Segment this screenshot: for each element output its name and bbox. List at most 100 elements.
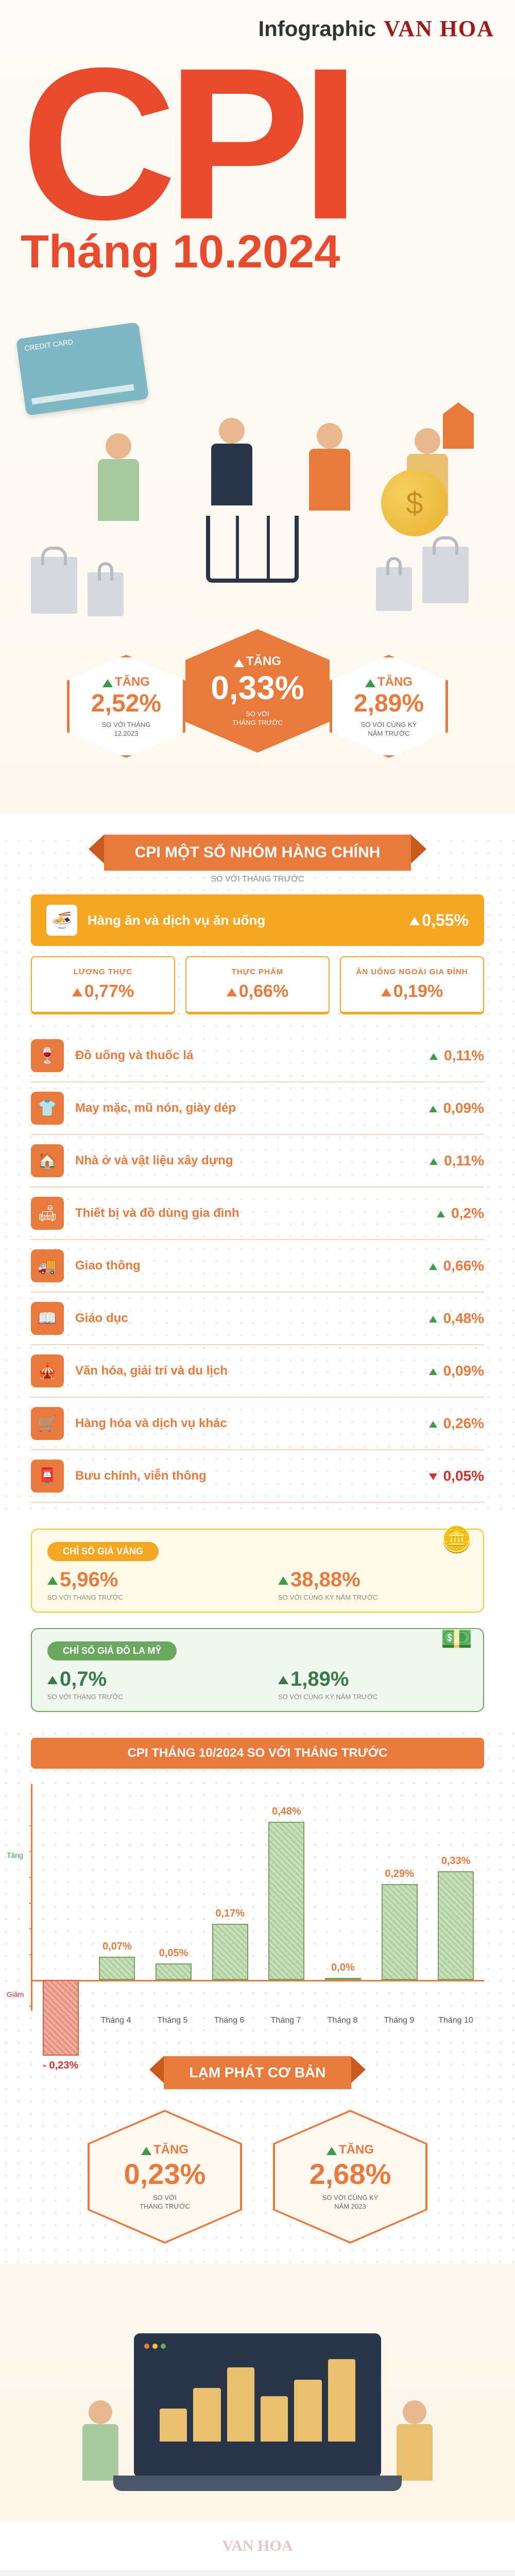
- chart-bar: 0,29%: [371, 1784, 428, 2011]
- arrow-up-icon: [102, 679, 113, 687]
- tang-label: TĂNG: [339, 2143, 374, 2157]
- category-label: Nhà ở và vật liệu xây dựng: [75, 1154, 430, 1168]
- category-icon: 🚚: [31, 1249, 64, 1282]
- page-subtitle: Tháng 10.2024: [21, 226, 494, 279]
- arrow-up-icon: [365, 679, 375, 687]
- usd-sub: SO VỚI CÙNG KỲ NĂM TRƯỚC: [278, 1693, 468, 1701]
- watermark: VAN HOA: [0, 2522, 515, 2570]
- category-label: May mặc, mũ nón, giày dép: [75, 1101, 429, 1115]
- sub-box-label: ĂN UỐNG NGOÀI GIA ĐÌNH: [351, 968, 473, 976]
- category-label: Hàng ăn và dịch vụ ăn uống: [88, 912, 409, 928]
- chart-x-labels: Tháng 3Tháng 4Tháng 5Tháng 6Tháng 7Tháng…: [31, 2016, 484, 2025]
- category-label: Giáo dục: [75, 1311, 429, 1326]
- categories-section: CPI MỘT SỐ NHÓM HÀNG CHÍNH SO VỚI THÁNG …: [0, 835, 515, 1513]
- usd-title: CHỈ SỐ GIÁ ĐÔ LA MỸ: [47, 1641, 177, 1660]
- bar-chart-section: CPI THÁNG 10/2024 SO VỚI THÁNG TRƯỚC Tăn…: [0, 1727, 515, 2046]
- arrow-up-icon: [429, 1368, 437, 1375]
- arrow-up-icon: [429, 1106, 437, 1112]
- bar-value-label: 0,0%: [331, 1962, 355, 1974]
- bar-value-label: - 0,23%: [43, 2060, 78, 2072]
- bar-value-label: 0,33%: [441, 1855, 471, 1867]
- inflation-value: 0,23%: [124, 2157, 206, 2191]
- arrow-up-icon: [429, 1421, 437, 1428]
- footer-illustration: [0, 2264, 515, 2522]
- sub-box-value: 0,66%: [197, 981, 318, 1002]
- arrow-up-icon: [234, 659, 244, 667]
- category-value: 0,11%: [430, 1047, 484, 1064]
- category-value: 0,2%: [437, 1205, 484, 1222]
- person-illustration: [82, 433, 154, 521]
- category-row: 📮 Bưu chính, viễn thông 0,05%: [31, 1450, 484, 1503]
- hero-illustration: $: [21, 299, 494, 660]
- arrow-up-icon: [278, 1676, 288, 1684]
- chart-x-label: Tháng 6: [201, 2016, 258, 2025]
- person-illustration: [196, 418, 268, 505]
- shopping-bag-icon: [376, 567, 412, 611]
- usd-sub: SO VỚI THÁNG TRƯỚC: [47, 1693, 237, 1701]
- shopping-bag-icon: [31, 557, 77, 614]
- top-stats-row: TĂNG 2,52% SO VỚI THÁNG 12.2023 TĂNG 0,3…: [21, 629, 494, 804]
- inflation-hex-left: TĂNG 0,23% SO VỚI THÁNG TRƯỚC: [88, 2110, 242, 2244]
- category-row: 🛋 Thiết bị và đồ dùng gia đình 0,2%: [31, 1188, 484, 1240]
- arrow-up-icon: [430, 1053, 438, 1060]
- inflation-sub: SO VỚI THÁNG TRƯỚC: [124, 2194, 206, 2211]
- chart-bar: 0,17%: [202, 1784, 259, 2011]
- coin-icon: $: [381, 469, 448, 536]
- stat-value: 2,89%: [354, 689, 424, 718]
- category-label: Thiết bị và đồ dùng gia đình: [75, 1206, 437, 1221]
- sub-category-box: THỰC PHẨM 0,66%: [185, 956, 330, 1014]
- chart-title: CPI THÁNG 10/2024 SO VỚI THÁNG TRƯỚC: [31, 1738, 484, 1769]
- chart-x-label: Tháng 10: [427, 2016, 484, 2025]
- inflation-hex-right: TĂNG 2,68% SO VỚI CÙNG KỲ NĂM 2023: [273, 2110, 427, 2244]
- gold-sub: SO VỚI CÙNG KỲ NĂM TRƯỚC: [278, 1594, 468, 1601]
- brand-logo: VAN HOA: [384, 15, 494, 42]
- banner-subtitle: SO VỚI THÁNG TRƯỚC: [0, 875, 515, 884]
- stat-hex-left: TĂNG 2,52% SO VỚI THÁNG 12.2023: [67, 655, 185, 758]
- stat-value: 2,52%: [91, 689, 161, 718]
- inflation-sub: SO VỚI CÙNG KỲ NĂM 2023: [310, 2194, 391, 2211]
- arrow-up-icon: [47, 1577, 58, 1585]
- chart-bar: 0,33%: [427, 1784, 484, 2011]
- bar-chart: Tăng Giảm - 0,23%0,07%0,05%0,17%0,48%0,0…: [31, 1784, 484, 2011]
- category-value: 0,48%: [429, 1310, 484, 1327]
- arrow-up-icon: [141, 2147, 151, 2155]
- shopping-bag-icon: [88, 572, 124, 616]
- shopping-cart-icon: [206, 516, 319, 608]
- gold-sub: SO VỚI THÁNG TRƯỚC: [47, 1594, 237, 1601]
- arrow-up-icon: [227, 988, 237, 996]
- category-label: Hàng hóa và dịch vụ khác: [75, 1416, 429, 1431]
- category-label: Đồ uống và thuốc lá: [75, 1048, 430, 1063]
- usd-value: 0,7%: [47, 1668, 237, 1691]
- category-row: 🛒 Hàng hóa và dịch vụ khác 0,26%: [31, 1398, 484, 1450]
- category-row: 🏠 Nhà ở và vật liệu xây dựng 0,11%: [31, 1135, 484, 1188]
- chart-bar: 0,05%: [145, 1784, 202, 2011]
- category-icon: 🏠: [31, 1144, 64, 1177]
- category-value: 0,05%: [429, 1468, 484, 1484]
- shopping-bag-icon: [422, 547, 469, 603]
- section-banner: CPI MỘT SỐ NHÓM HÀNG CHÍNH SO VỚI THÁNG …: [0, 835, 515, 884]
- sub-category-box: LƯƠNG THỰC 0,77%: [31, 956, 175, 1014]
- category-value: 0,11%: [430, 1153, 484, 1169]
- category-row: 🎪 Văn hóa, giải trí và du lịch 0,09%: [31, 1345, 484, 1398]
- category-icon: 👕: [31, 1092, 64, 1125]
- sub-box-label: LƯƠNG THỰC: [42, 968, 164, 976]
- category-value: 0,26%: [429, 1415, 484, 1432]
- stat-sub: SO VỚI THÁNG 12.2023: [91, 721, 161, 738]
- tang-label: TĂNG: [115, 675, 150, 689]
- person-illustration: [294, 423, 366, 511]
- category-row: 🚚 Giao thông 0,66%: [31, 1240, 484, 1293]
- category-row: 🍷 Đồ uống và thuốc lá 0,11%: [31, 1030, 484, 1082]
- stat-sub: SO VỚI THÁNG TRƯỚC: [211, 710, 304, 727]
- category-value: 0,09%: [429, 1100, 484, 1116]
- cpi-infographic: Infographic VAN HOA CPI Tháng 10.2024 $ …: [0, 0, 515, 2570]
- arrow-up-icon: [278, 1577, 288, 1585]
- usd-index-box: 💵 CHỈ SỐ GIÁ ĐÔ LA MỸ 0,7% SO VỚI THÁNG …: [31, 1628, 484, 1712]
- category-icon: 🛒: [31, 1407, 64, 1440]
- stat-value: 0,33%: [211, 669, 304, 707]
- arrow-up-icon: [429, 1316, 437, 1323]
- sub-box-value: 0,77%: [42, 981, 164, 1002]
- y-axis-label: Giảm: [7, 1990, 24, 1998]
- category-icon: 🍜: [46, 905, 77, 936]
- category-list: 🍷 Đồ uống và thuốc lá 0,11% 👕 May mặc, mũ…: [31, 1030, 484, 1503]
- y-axis-label: Tăng: [7, 1851, 23, 1859]
